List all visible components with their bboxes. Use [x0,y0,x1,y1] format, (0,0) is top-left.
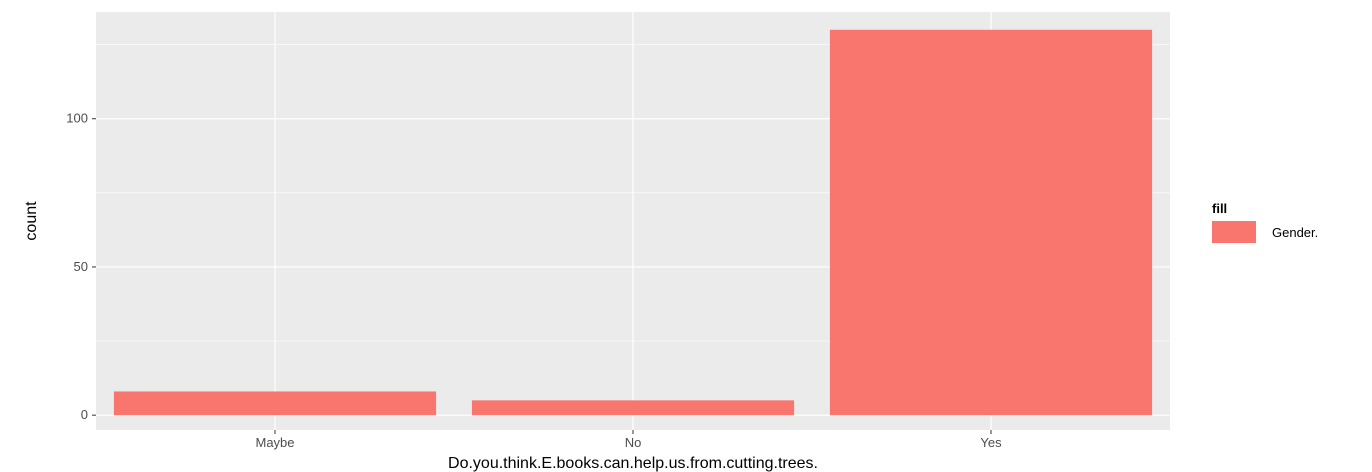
legend-label-gender: Gender. [1272,225,1318,240]
bar-yes [829,29,1153,416]
bar-no [471,400,795,416]
bar-maybe [113,391,437,416]
x-axis-ticks: Maybe No Yes [255,430,1002,450]
y-tick-label: 50 [74,259,88,274]
y-tick-label: 100 [66,111,88,126]
x-tick-label: No [625,435,642,450]
legend-swatch-gender [1212,221,1256,243]
legend: fill Gender. [1212,201,1318,243]
legend-title: fill [1212,201,1227,216]
y-axis-title: count [23,201,40,241]
x-axis-title: Do.you.think.E.books.can.help.us.from.cu… [448,455,818,472]
bars [113,29,1153,416]
y-tick-label: 0 [81,407,88,422]
y-axis-ticks: 0 50 100 [66,111,96,422]
x-tick-label: Maybe [255,435,294,450]
x-tick-label: Yes [980,435,1002,450]
